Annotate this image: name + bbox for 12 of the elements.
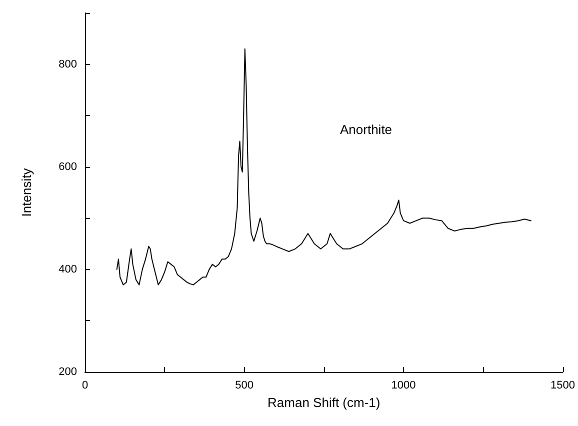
y-tick-label: 200 <box>58 366 77 378</box>
x-axis-title: Raman Shift (cm-1) <box>268 395 380 410</box>
y-tick-label: 600 <box>58 160 77 173</box>
x-tick-label: 500 <box>235 380 254 392</box>
y-tick-label: 400 <box>58 263 77 276</box>
y-axis-title: Intensity <box>19 168 34 217</box>
annotation: Anorthite <box>340 122 392 137</box>
x-tick-label: 1000 <box>391 380 416 392</box>
x-tick-label: 1500 <box>550 380 576 392</box>
y-tick-label: 800 <box>58 58 77 70</box>
line-series <box>116 48 532 286</box>
x-tick-label: 0 <box>82 380 88 392</box>
